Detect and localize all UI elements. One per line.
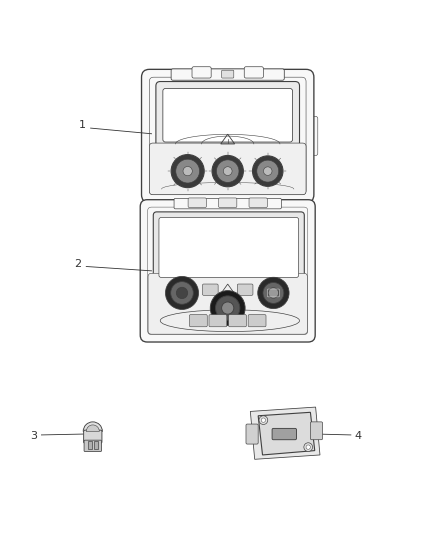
FancyBboxPatch shape (249, 198, 267, 207)
FancyBboxPatch shape (148, 273, 307, 334)
Circle shape (306, 445, 311, 449)
FancyBboxPatch shape (246, 424, 258, 444)
Circle shape (263, 282, 284, 303)
FancyBboxPatch shape (244, 67, 263, 78)
Wedge shape (83, 422, 102, 431)
Polygon shape (251, 407, 320, 459)
Circle shape (259, 416, 268, 424)
FancyBboxPatch shape (307, 116, 318, 156)
Bar (88, 441, 92, 449)
FancyBboxPatch shape (188, 198, 206, 207)
FancyBboxPatch shape (272, 429, 297, 440)
Circle shape (183, 166, 192, 176)
Text: 4: 4 (355, 431, 362, 441)
Circle shape (166, 277, 198, 310)
FancyBboxPatch shape (229, 314, 247, 327)
Circle shape (176, 159, 200, 183)
Circle shape (257, 160, 279, 182)
Circle shape (171, 155, 204, 188)
Circle shape (304, 443, 313, 451)
FancyBboxPatch shape (174, 198, 281, 209)
FancyBboxPatch shape (140, 200, 315, 342)
Circle shape (210, 290, 245, 326)
FancyBboxPatch shape (237, 284, 253, 295)
FancyBboxPatch shape (248, 314, 266, 327)
FancyBboxPatch shape (209, 314, 227, 327)
FancyBboxPatch shape (192, 67, 211, 78)
FancyBboxPatch shape (222, 70, 234, 78)
Circle shape (222, 302, 234, 314)
FancyBboxPatch shape (149, 143, 306, 195)
FancyBboxPatch shape (163, 88, 293, 142)
FancyBboxPatch shape (189, 314, 207, 327)
Text: 3: 3 (31, 431, 38, 441)
FancyBboxPatch shape (156, 82, 300, 149)
Circle shape (258, 277, 289, 309)
FancyBboxPatch shape (84, 440, 102, 451)
FancyBboxPatch shape (144, 116, 155, 156)
Text: 2: 2 (74, 260, 81, 269)
FancyBboxPatch shape (84, 430, 102, 443)
Circle shape (177, 287, 187, 298)
FancyBboxPatch shape (202, 284, 218, 295)
Circle shape (264, 167, 272, 175)
FancyBboxPatch shape (219, 198, 237, 207)
FancyBboxPatch shape (141, 69, 314, 203)
Wedge shape (86, 425, 99, 431)
FancyBboxPatch shape (311, 422, 322, 440)
Circle shape (261, 418, 265, 422)
Text: 1: 1 (78, 120, 85, 130)
Circle shape (253, 156, 283, 187)
Circle shape (215, 296, 240, 320)
FancyBboxPatch shape (153, 212, 304, 283)
Polygon shape (258, 413, 315, 455)
Circle shape (171, 281, 193, 304)
Bar (94, 441, 98, 449)
FancyBboxPatch shape (159, 217, 299, 277)
Circle shape (223, 167, 232, 175)
Circle shape (268, 288, 279, 298)
Circle shape (212, 156, 244, 187)
FancyBboxPatch shape (171, 69, 284, 80)
Circle shape (216, 160, 239, 182)
